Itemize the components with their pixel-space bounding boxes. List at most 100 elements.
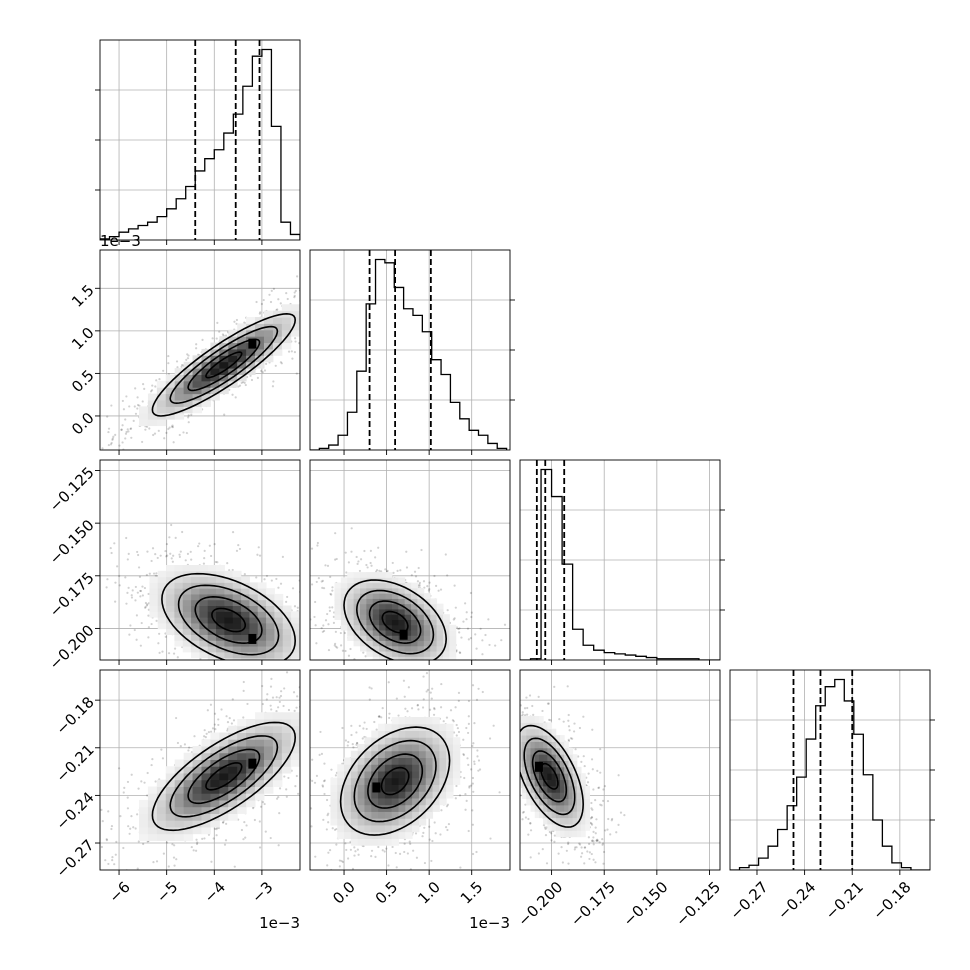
- scatter-point: [349, 647, 352, 651]
- scatter-point: [305, 643, 307, 645]
- density-cell: [201, 752, 211, 760]
- density-cell: [207, 617, 217, 624]
- scatter-point: [235, 674, 237, 676]
- scatter-point: [340, 655, 342, 657]
- scatter-point: [238, 547, 242, 551]
- scatter-point: [278, 700, 281, 704]
- scatter-point: [155, 572, 158, 575]
- density-cell: [423, 656, 431, 660]
- density-cell: [183, 374, 194, 382]
- scatter-point: [449, 672, 451, 674]
- density-cell: [430, 614, 438, 620]
- density-cell: [192, 759, 202, 767]
- scatter-point: [427, 589, 431, 592]
- scatter-point: [128, 633, 131, 636]
- density-cell: [210, 739, 220, 747]
- scatter-point: [334, 645, 338, 648]
- scatter-point: [469, 591, 472, 595]
- panel-0-0: [95, 39, 301, 245]
- density-cell: [174, 406, 185, 414]
- density-cell: [156, 813, 167, 821]
- scatter-point: [341, 649, 345, 652]
- scatter-point: [304, 745, 306, 747]
- scatter-point: [308, 604, 310, 606]
- scatter-point: [306, 296, 308, 298]
- density-cell: [216, 628, 225, 635]
- scatter-point: [285, 666, 287, 668]
- scatter-point: [353, 663, 355, 665]
- density-cell: [249, 657, 259, 660]
- scatter-point: [134, 827, 137, 830]
- density-cell: [360, 598, 367, 605]
- density-cell: [436, 614, 444, 620]
- density-cell: [263, 779, 274, 787]
- scatter-point: [437, 685, 439, 687]
- scatter-point: [303, 731, 305, 733]
- scatter-point: [67, 634, 69, 636]
- scatter-point: [316, 664, 318, 666]
- density-cell: [157, 617, 167, 624]
- panel-frame: [99, 669, 301, 871]
- scatter-point: [453, 584, 456, 587]
- scatter-point: [197, 676, 199, 678]
- scatter-point: [303, 710, 305, 712]
- density-cell: [191, 588, 200, 595]
- scatter-point: [295, 372, 298, 375]
- scatter-point: [293, 351, 297, 354]
- scatter-point: [172, 554, 175, 557]
- scatter-point: [104, 859, 107, 862]
- scatter-point: [283, 687, 286, 690]
- density-cell: [299, 634, 300, 641]
- scatter-point: [405, 662, 407, 664]
- density-cell: [411, 587, 418, 594]
- density-cell: [255, 766, 265, 774]
- scatter-point: [277, 844, 280, 847]
- density-cell: [379, 651, 387, 657]
- density-cell: [199, 576, 209, 583]
- density-cell: [228, 342, 238, 350]
- density-cell: [219, 793, 229, 801]
- scatter-point: [443, 664, 445, 666]
- density-cell: [417, 635, 425, 642]
- scatter-point: [305, 710, 307, 712]
- scatter-point: [409, 661, 411, 663]
- density-cell: [207, 588, 217, 595]
- density-cell: [210, 772, 220, 781]
- scatter-point: [220, 708, 223, 711]
- density-cell: [272, 739, 283, 747]
- scatter-point: [338, 661, 340, 663]
- scatter-point: [476, 755, 479, 758]
- density-cell: [210, 752, 220, 760]
- scatter-point: [397, 706, 399, 708]
- scatter-point: [385, 570, 389, 573]
- scatter-point: [349, 682, 351, 684]
- scatter-point: [234, 663, 236, 665]
- density-cell: [149, 588, 159, 595]
- scatter-point: [216, 827, 219, 830]
- scatter-point: [145, 425, 149, 428]
- density-cell: [366, 635, 374, 642]
- scatter-point: [170, 425, 174, 428]
- scatter-point: [109, 546, 112, 550]
- scatter-point: [112, 435, 115, 438]
- scatter-point: [294, 785, 297, 788]
- density-cell: [183, 387, 194, 395]
- density-cell: [237, 329, 247, 337]
- density-cell: [228, 329, 238, 337]
- scatter-point: [316, 324, 318, 326]
- density-cell: [166, 576, 175, 583]
- density-cell: [299, 640, 300, 647]
- density-cell: [207, 605, 217, 612]
- scatter-point: [252, 662, 254, 664]
- scatter-point: [303, 565, 305, 567]
- density-cell: [183, 806, 194, 814]
- scatter-point: [301, 717, 303, 719]
- density-cell: [219, 813, 229, 821]
- scatter-point: [384, 568, 387, 571]
- scatter-point: [301, 740, 303, 742]
- density-cell: [224, 570, 234, 578]
- density-cell: [255, 329, 265, 337]
- scatter-point: [363, 721, 366, 724]
- density-cell: [246, 348, 256, 356]
- y-tick-label: −0.125: [46, 463, 98, 515]
